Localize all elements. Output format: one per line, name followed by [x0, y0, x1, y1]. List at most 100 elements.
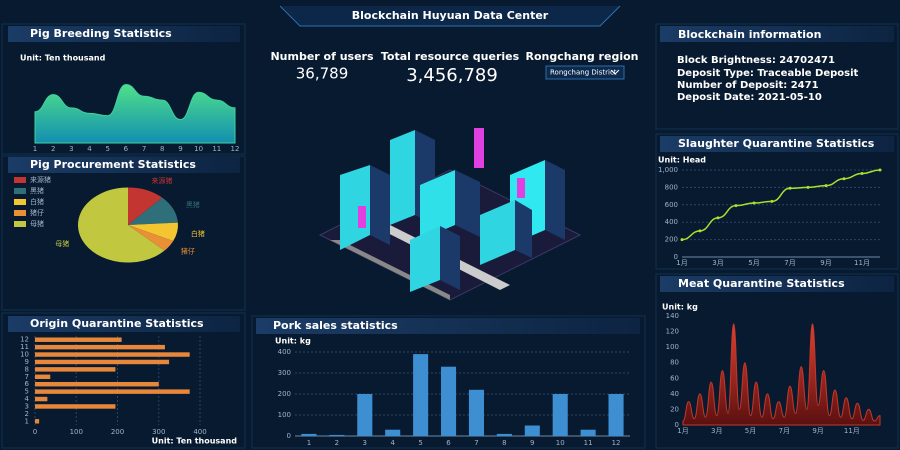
- y-tick-label: 8: [25, 365, 29, 373]
- legend-label: 来源猪: [30, 175, 51, 184]
- y-tick-label: 12: [20, 336, 29, 344]
- info-line: Block Brightness: 24702471: [677, 55, 835, 66]
- y-tick-label: 300: [278, 369, 291, 377]
- region-option[interactable]: Rongchang District: [550, 69, 617, 77]
- y-tick-label: 7: [25, 373, 29, 381]
- bar: [413, 354, 429, 436]
- bar: [441, 366, 457, 436]
- bar: [552, 394, 568, 436]
- area: [34, 83, 236, 144]
- x-tick-label: 9: [530, 439, 534, 447]
- x-tick-label: 1: [33, 145, 37, 153]
- unit-label: Unit: Ten thousand: [152, 437, 238, 446]
- x-tick-label: 3: [69, 145, 73, 153]
- panel-title: Blockchain information: [678, 28, 821, 41]
- legend-swatch: [14, 221, 26, 227]
- x-tick-label: 6: [446, 439, 451, 447]
- stat-value: 3,456,789: [406, 65, 498, 86]
- pie-slice: [128, 197, 178, 225]
- dropdown-arrow: [610, 69, 620, 75]
- y-tick-label: 2: [25, 410, 29, 418]
- bar: [580, 429, 596, 436]
- legend-label: 猪仔: [30, 208, 44, 217]
- x-tick-label: 11月: [844, 427, 860, 435]
- y-tick-label: 200: [278, 390, 291, 398]
- x-tick-label: 400: [193, 428, 206, 436]
- x-tick-label: 11: [584, 439, 593, 447]
- bar: [35, 359, 170, 365]
- region-select[interactable]: [545, 65, 625, 80]
- panel-title: Pork sales statistics: [273, 319, 398, 332]
- x-tick-label: 10: [194, 145, 203, 153]
- region-label: Rongchang region: [526, 50, 639, 63]
- y-tick-label: 9: [25, 358, 29, 366]
- bar: [496, 433, 512, 436]
- panel-frames: [1, 23, 899, 449]
- y-tick-label: 800: [665, 183, 678, 191]
- x-tick-label: 6: [124, 145, 129, 153]
- x-tick-label: 3: [363, 439, 367, 447]
- x-tick-label: 10: [556, 439, 565, 447]
- title-bars: [8, 26, 894, 334]
- unit-label: Unit: kg: [275, 337, 311, 346]
- bar: [301, 433, 317, 436]
- x-tick-label: 12: [231, 145, 240, 153]
- panel-title: Slaughter Quarantine Statistics: [678, 137, 875, 150]
- city-illustration: [318, 128, 582, 301]
- x-tick-label: 100: [70, 428, 83, 436]
- x-tick-label: 11月: [854, 259, 870, 267]
- legend-label: 黑猪: [30, 186, 44, 195]
- unit-label: Unit: kg: [662, 303, 698, 312]
- y-tick-label: 80: [670, 359, 679, 367]
- y-tick-label: 100: [666, 343, 679, 351]
- unit-label: Unit: Ten thousand: [20, 54, 106, 63]
- point: [698, 229, 702, 233]
- y-tick-label: 60: [670, 374, 679, 382]
- x-tick-label: 5: [105, 145, 109, 153]
- x-tick-label: 12: [612, 439, 621, 447]
- point: [788, 186, 792, 190]
- y-tick-label: 120: [666, 328, 679, 336]
- x-tick-label: 4: [390, 439, 395, 447]
- bar: [35, 337, 122, 342]
- x-tick-label: 2: [51, 145, 55, 153]
- x-tick-label: 11: [212, 145, 221, 153]
- y-tick-label: 4: [25, 395, 30, 403]
- bar: [35, 344, 165, 350]
- x-tick-label: 8: [502, 439, 506, 447]
- x-tick-label: 1月: [676, 259, 687, 267]
- panel-title: Meat Quarantine Statistics: [678, 277, 845, 290]
- slice-label: 母猪: [55, 239, 69, 248]
- legend-swatch: [14, 188, 26, 194]
- x-tick-label: 1: [307, 439, 311, 447]
- point: [842, 177, 846, 181]
- info-line: Deposit Date: 2021-05-10: [677, 92, 822, 103]
- bar: [468, 389, 484, 436]
- slice-label: 猪仔: [181, 247, 195, 256]
- legend-swatch: [14, 177, 26, 183]
- point: [806, 185, 810, 189]
- point: [752, 201, 756, 205]
- bar: [35, 367, 116, 372]
- unit-label: Unit: Head: [658, 156, 706, 165]
- x-tick-label: 7: [474, 439, 478, 447]
- x-tick-label: 7月: [784, 259, 795, 267]
- y-tick-label: 0: [287, 432, 291, 440]
- y-tick-label: 200: [665, 236, 678, 244]
- point: [878, 168, 882, 172]
- pie-slice: [128, 222, 178, 241]
- bar: [35, 381, 159, 387]
- stat-label: Number of users: [270, 50, 374, 63]
- bar: [35, 404, 116, 409]
- x-tick-label: 8: [160, 145, 164, 153]
- slice-label: 白猪: [191, 229, 205, 238]
- legend-label: 母猪: [30, 219, 44, 228]
- y-tick-label: 400: [278, 348, 291, 356]
- y-tick-label: 100: [278, 411, 291, 419]
- x-tick-label: 9月: [812, 427, 823, 435]
- legend-swatch: [14, 199, 26, 205]
- y-tick-label: 11: [20, 343, 29, 351]
- area: [682, 323, 881, 426]
- pie-slice: [128, 225, 174, 251]
